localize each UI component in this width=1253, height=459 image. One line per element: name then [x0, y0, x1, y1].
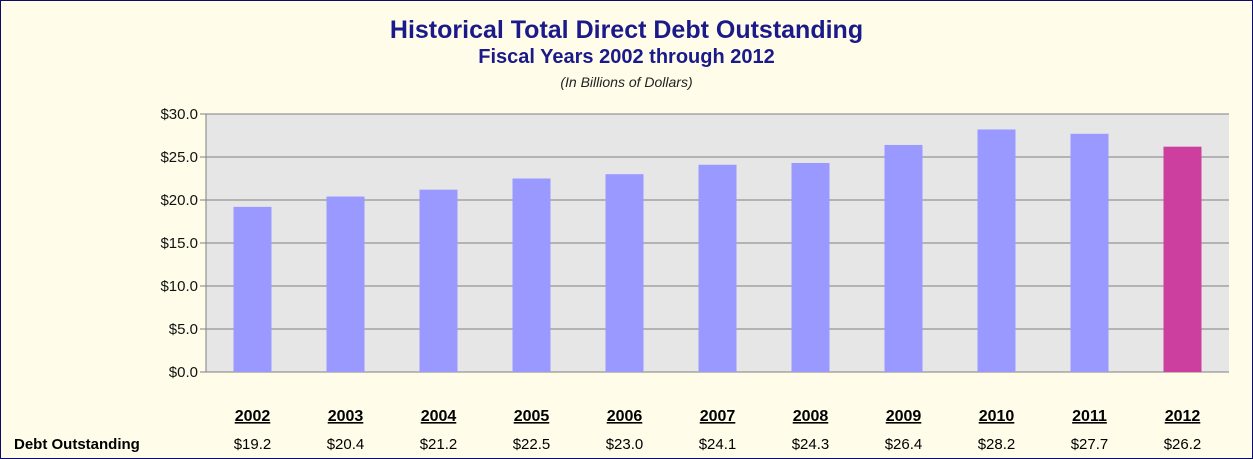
y-tick-label: $20.0 — [160, 192, 198, 209]
year-label-2009: 2009 — [886, 408, 922, 425]
year-label-2006: 2006 — [607, 408, 643, 425]
value-label-2005: $22.5 — [513, 436, 551, 453]
value-label-2004: $21.2 — [420, 436, 458, 453]
value-label-2009: $26.4 — [885, 436, 923, 453]
bar-2007 — [698, 164, 737, 372]
y-tick-label: $30.0 — [160, 106, 198, 123]
value-label-2010: $28.2 — [978, 436, 1016, 453]
bar-2009 — [884, 144, 923, 372]
year-label-2003: 2003 — [328, 408, 364, 425]
value-label-2007: $24.1 — [699, 436, 737, 453]
chart-subtitle: Fiscal Years 2002 through 2012 — [478, 46, 775, 68]
value-label-2006: $23.0 — [606, 436, 644, 453]
table-row-label: Debt Outstanding — [14, 436, 140, 453]
y-tick-label: $5.0 — [169, 321, 198, 338]
bar-2004 — [419, 189, 458, 372]
year-label-2002: 2002 — [235, 408, 271, 425]
y-tick-label: $15.0 — [160, 235, 198, 252]
chart-titles: Historical Total Direct Debt Outstanding… — [0, 16, 1253, 92]
value-label-2002: $19.2 — [234, 436, 272, 453]
bar-2011 — [1070, 133, 1109, 372]
chart-units-note: (In Billions of Dollars) — [560, 74, 693, 90]
year-label-2010: 2010 — [979, 408, 1015, 425]
year-label-2012: 2012 — [1165, 408, 1201, 425]
bar-2003 — [326, 196, 365, 372]
year-label-2005: 2005 — [514, 408, 550, 425]
year-label-2011: 2011 — [1072, 408, 1107, 425]
year-label-2008: 2008 — [793, 408, 829, 425]
chart-title: Historical Total Direct Debt Outstanding — [389, 16, 864, 44]
bar-2010 — [977, 129, 1016, 372]
value-label-2003: $20.4 — [327, 436, 365, 453]
year-label-2004: 2004 — [421, 408, 457, 425]
bar-2006 — [605, 174, 644, 372]
value-label-2011: $27.7 — [1071, 436, 1109, 453]
y-tick-label: $0.0 — [169, 364, 198, 381]
value-label-2008: $24.3 — [792, 436, 830, 453]
y-tick-label: $25.0 — [160, 149, 198, 166]
bar-2008 — [791, 163, 830, 372]
year-label-2007: 2007 — [700, 408, 736, 425]
bar-2002 — [233, 206, 272, 372]
y-tick-label: $10.0 — [160, 278, 198, 295]
value-label-2012: $26.2 — [1164, 436, 1202, 453]
bar-2012 — [1163, 146, 1202, 372]
bar-2005 — [512, 178, 551, 372]
